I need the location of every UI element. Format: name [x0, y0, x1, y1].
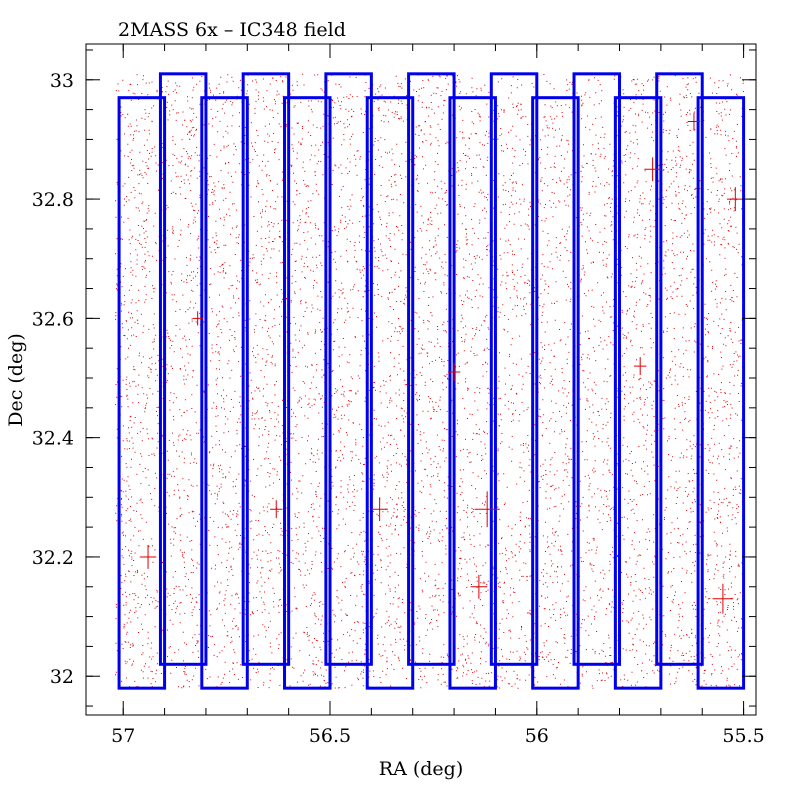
bright-source-7 [644, 157, 661, 182]
footprint-13 [613, 96, 663, 690]
footprint-3 [200, 96, 249, 690]
plot-frame [85, 43, 757, 716]
y-tick-label: 32.4 [32, 428, 74, 450]
axis-ticks: 57 56.5 56 55.5 32 32.2 32.4 32.6 32.8 33 [32, 44, 765, 747]
bright-source-11 [687, 112, 701, 131]
survey-footprints [117, 72, 746, 690]
footprint-12 [572, 72, 622, 666]
bright-source-8 [633, 357, 647, 376]
x-tick-label: 56 [525, 725, 549, 747]
x-tick-label: 55.5 [722, 725, 764, 747]
x-axis-label: RA (deg) [379, 758, 463, 780]
bright-source-5 [447, 363, 461, 381]
bright-source-3 [371, 497, 388, 522]
y-axis-label: Dec (deg) [5, 333, 27, 427]
bright-sources [139, 112, 744, 614]
chart-title: 2MASS 6x – IC348 field [118, 19, 346, 41]
star-points [115, 73, 745, 690]
point-cloud [115, 73, 745, 690]
footprint-8 [407, 72, 456, 666]
footprint-11 [531, 96, 580, 690]
footprint-14 [655, 72, 704, 666]
footprint-2 [158, 72, 208, 666]
bright-source-2 [270, 500, 283, 519]
bright-source-9 [727, 187, 744, 212]
y-tick-label: 33 [50, 70, 74, 92]
bright-source-12 [192, 311, 203, 326]
footprint-5 [283, 96, 332, 690]
bright-source-10 [712, 583, 734, 614]
bright-source-1 [139, 545, 157, 569]
footprint-15 [696, 96, 746, 690]
footprint-6 [324, 72, 373, 666]
bright-source-4 [474, 491, 500, 528]
bright-source-6 [470, 574, 488, 599]
footprint-4 [241, 72, 291, 666]
y-tick-label: 32.8 [32, 189, 74, 211]
x-tick-label: 56.5 [309, 725, 351, 747]
footprint-10 [489, 72, 539, 666]
footprint-1 [117, 96, 167, 690]
footprint-9 [448, 96, 497, 690]
footprint-7 [365, 96, 415, 690]
y-tick-label: 32 [50, 666, 74, 688]
y-tick-label: 32.2 [32, 547, 74, 569]
x-tick-label: 57 [111, 725, 135, 747]
y-tick-label: 32.6 [32, 308, 74, 330]
